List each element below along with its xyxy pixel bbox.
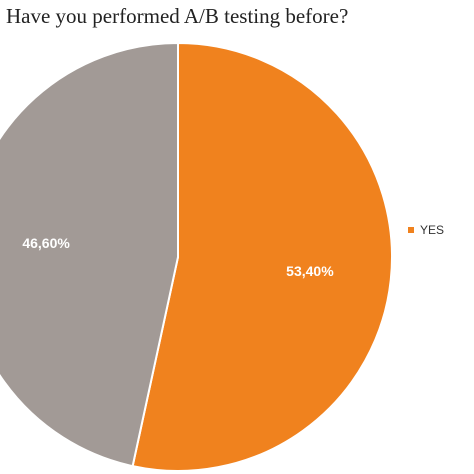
pie-slice-yes — [131, 41, 393, 472]
legend-label-yes: YES — [420, 223, 445, 237]
pie-slices — [0, 41, 393, 472]
chart-title: Have you performed A/B testing before? — [6, 4, 349, 28]
legend: YES — [408, 223, 444, 237]
legend-swatch-yes — [408, 227, 414, 233]
data-label-other: 46,60% — [22, 235, 70, 251]
data-label-yes: 53,40% — [286, 263, 334, 279]
pie-data-labels: 53,40% 46,60% — [22, 235, 334, 279]
pie-slice-other — [0, 41, 179, 468]
